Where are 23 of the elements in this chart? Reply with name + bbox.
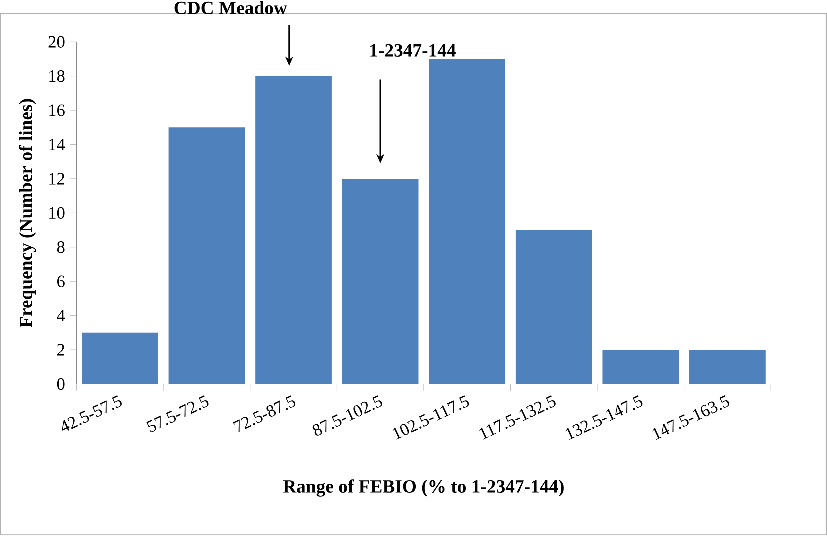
bar [168,128,246,384]
bar [602,350,680,384]
y-tick-label: 20 [48,36,65,48]
annotation: 1-2347-144 [370,44,456,58]
bar [256,76,332,384]
y-tick-label: 6 [58,276,65,288]
text: CDC Meadow [174,1,288,15]
y-tick-label: 10 [50,208,65,220]
y-tick-label: 14 [50,139,66,151]
y-tick-label: 8 [57,242,65,254]
y-tick-label: 16 [50,104,65,117]
y-tick-label: 18 [50,70,65,82]
y-tick-label: 12 [50,173,64,185]
bar [342,179,419,384]
y-tick-label: 0 [57,378,65,390]
bar [429,59,506,384]
y-tick-label: 4 [57,310,66,322]
bar [82,333,158,384]
bar [690,350,766,384]
bar [516,230,592,384]
x-axis-title: Range of FEBIO (% to 1-2347-144) [283,480,564,498]
y-axis-title: Frequency (Number of lines) [19,99,36,328]
y-tick-label: 2 [58,344,64,356]
